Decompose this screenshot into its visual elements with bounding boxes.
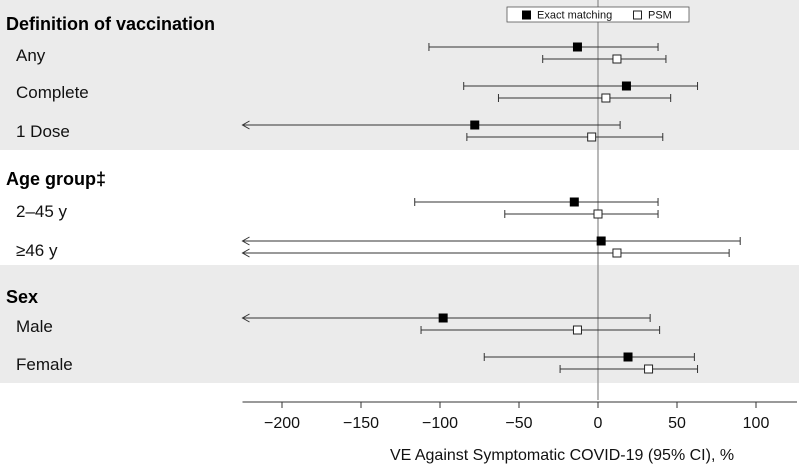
legend-exact-marker (522, 10, 531, 20)
exact-ci-arrow (241, 120, 250, 130)
x-axis-title: VE Against Symptomatic COVID-19 (95% CI)… (390, 447, 734, 464)
exact-point (438, 313, 448, 323)
legend-exact-label: Exact matching (537, 10, 612, 22)
legend-psm-label: PSM (648, 10, 672, 22)
x-tick-label: −100 (422, 415, 458, 432)
exact-ci-arrow (241, 236, 250, 246)
x-tick-label: −200 (264, 415, 300, 432)
x-axis: −200 −150 −100 −50 0 50 100 VE Against Symptoma… (242, 401, 797, 464)
psm-point (644, 364, 654, 374)
psm-ci-arrow (241, 248, 250, 258)
exact-point (623, 352, 633, 362)
exact-point (596, 236, 606, 246)
x-tick-label: 50 (668, 415, 686, 432)
psm-point (587, 132, 597, 142)
psm-point (593, 209, 603, 219)
exact-point (569, 197, 579, 207)
group-title: Definition of vaccination (6, 14, 215, 34)
group-title: Age group‡ (6, 169, 106, 189)
group-band (0, 265, 799, 383)
row-label: ≥46 y (16, 241, 58, 260)
row-label: Male (16, 317, 53, 336)
psm-point (601, 93, 611, 103)
row-labels: Definition of vaccination Any Complete 1 Do… (6, 14, 215, 374)
x-tick-label: −150 (343, 415, 379, 432)
psm-point (612, 248, 622, 258)
plot-marks (241, 0, 741, 400)
psm-point (572, 325, 582, 335)
exact-ci-arrow (241, 313, 250, 323)
exact-point (470, 120, 480, 130)
group-bands (0, 0, 799, 383)
group-title: Sex (6, 287, 38, 307)
legend-psm-marker (633, 10, 642, 20)
exact-point (572, 42, 582, 52)
row-label: Any (16, 46, 46, 65)
row-label: 1 Dose (16, 122, 70, 141)
row-label: Complete (16, 83, 89, 102)
x-tick-label: 0 (594, 415, 603, 432)
row-label: 2–45 y (16, 202, 68, 221)
x-tick-label: −50 (505, 415, 532, 432)
legend: Exact matching PSM (506, 6, 690, 23)
row-label: Female (16, 355, 73, 374)
legend-box (506, 6, 690, 23)
x-tick-label: 100 (743, 415, 770, 432)
exact-point (621, 81, 631, 91)
psm-point (612, 54, 622, 64)
